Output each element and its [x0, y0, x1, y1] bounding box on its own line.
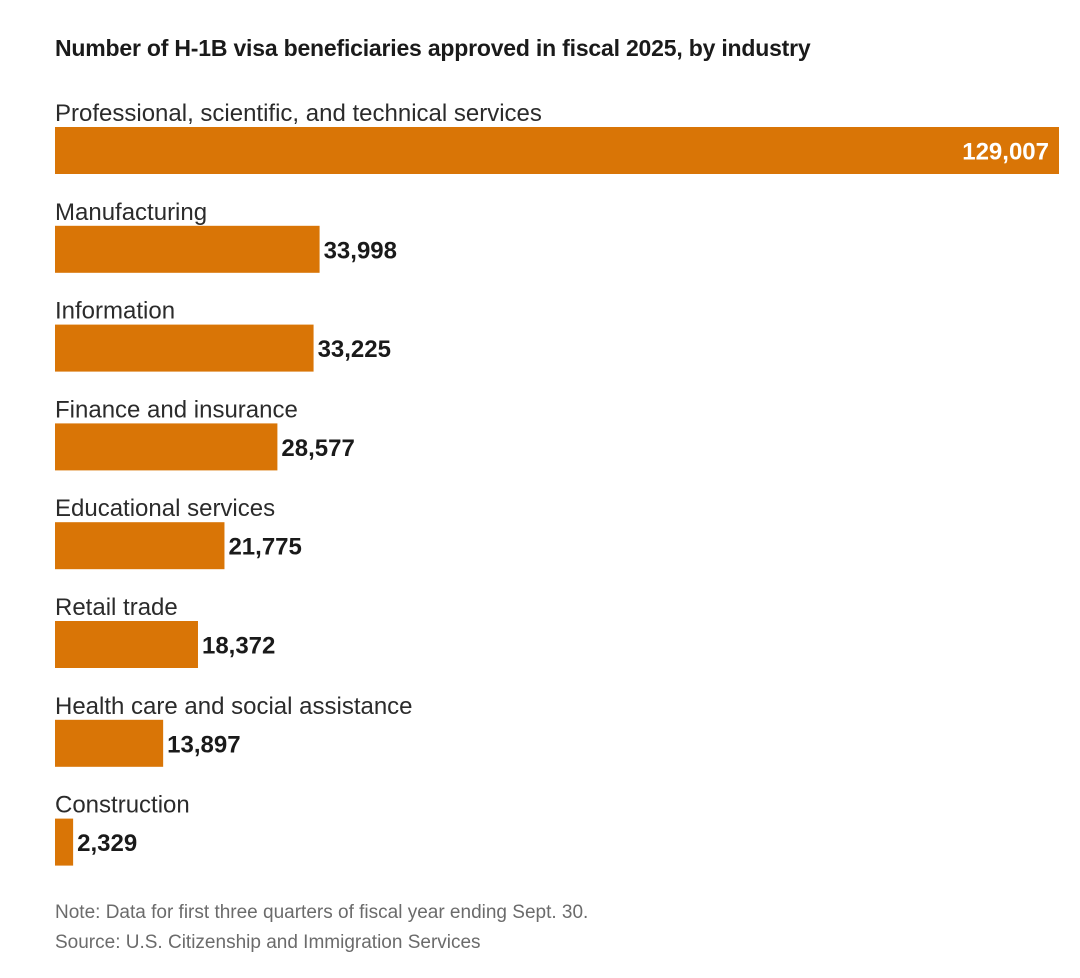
bar: [55, 818, 74, 866]
bar: [55, 127, 1059, 174]
value-label: 33,998: [324, 237, 397, 264]
bar: [55, 423, 278, 471]
value-label: 28,577: [281, 435, 354, 462]
value-label: 33,225: [318, 336, 391, 363]
bar: [55, 324, 314, 372]
category-label: Information: [55, 298, 175, 325]
chart-note: Note: Data for first three quarters of f…: [55, 902, 589, 923]
category-label: Construction: [55, 792, 190, 819]
category-label: Professional, scientific, and technical …: [55, 100, 542, 127]
category-label: Retail trade: [55, 594, 178, 621]
category-label: Finance and insurance: [55, 396, 298, 423]
category-label: Educational services: [55, 495, 275, 522]
chart-title: Number of H-1B visa beneficiaries approv…: [55, 35, 811, 61]
value-label: 21,775: [228, 534, 301, 561]
footnotes: Note: Data for first three quarters of f…: [55, 898, 588, 958]
category-label: Health care and social assistance: [55, 693, 413, 720]
chart-source: Source: U.S. Citizenship and Immigration…: [55, 932, 481, 953]
value-label: 13,897: [167, 731, 240, 758]
category-label: Manufacturing: [55, 199, 207, 226]
value-label: 2,329: [77, 830, 137, 857]
bar: [55, 522, 225, 570]
value-label: 129,007: [962, 139, 1049, 166]
bar-chart: Professional, scientific, and technical …: [55, 100, 1059, 866]
value-label: 18,372: [202, 633, 275, 660]
bar: [55, 621, 198, 668]
bar: [55, 719, 164, 767]
bar: [55, 225, 320, 273]
